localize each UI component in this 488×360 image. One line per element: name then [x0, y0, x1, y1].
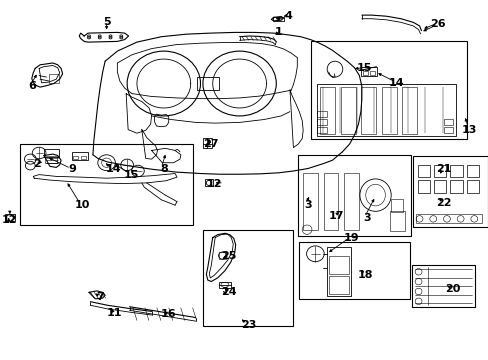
Bar [389, 211, 404, 231]
Text: 22: 22 [435, 198, 451, 208]
Bar [326, 247, 350, 296]
Bar [362, 71, 367, 75]
Text: 15: 15 [356, 63, 371, 73]
Bar [320, 87, 334, 134]
Text: 5: 5 [102, 17, 110, 27]
Bar [402, 87, 416, 134]
Text: 23: 23 [240, 320, 256, 330]
Bar [45, 156, 57, 163]
Bar [412, 156, 487, 227]
Bar [411, 265, 474, 307]
Bar [415, 214, 481, 223]
Bar [298, 155, 410, 236]
Bar [328, 256, 348, 274]
Text: 12: 12 [2, 215, 18, 225]
Bar [316, 84, 455, 136]
Bar [449, 165, 462, 177]
Text: 16: 16 [161, 309, 176, 319]
Text: 4: 4 [284, 11, 292, 21]
Bar [205, 179, 212, 186]
Text: 9: 9 [68, 164, 76, 174]
Text: 8: 8 [160, 164, 167, 174]
Bar [310, 41, 466, 139]
Text: 19: 19 [343, 233, 358, 243]
Bar [197, 77, 219, 90]
Text: 13: 13 [461, 125, 476, 135]
Bar [5, 214, 15, 221]
Bar [72, 152, 88, 160]
Bar [20, 144, 193, 225]
Bar [390, 199, 403, 212]
Bar [44, 149, 59, 157]
Bar [49, 74, 59, 83]
Bar [466, 165, 478, 177]
Bar [369, 71, 374, 75]
Text: 24: 24 [221, 287, 236, 297]
Bar [299, 242, 409, 299]
Bar [466, 180, 478, 193]
Bar [316, 111, 326, 117]
Bar [443, 127, 452, 133]
Bar [381, 87, 396, 134]
Text: 25: 25 [221, 251, 236, 261]
Text: 7: 7 [96, 292, 104, 302]
Text: 3: 3 [362, 213, 370, 223]
Bar [323, 173, 338, 230]
Bar [316, 127, 326, 133]
Text: 6: 6 [28, 81, 36, 91]
Bar [219, 282, 230, 288]
Bar [360, 67, 376, 76]
Bar [417, 180, 429, 193]
Bar [73, 156, 78, 159]
Text: 27: 27 [203, 139, 219, 149]
Bar [433, 180, 446, 193]
Bar [328, 276, 348, 294]
Text: 17: 17 [328, 211, 344, 221]
Text: 15: 15 [123, 170, 139, 180]
Text: 11: 11 [107, 308, 122, 318]
Bar [203, 230, 293, 326]
Text: 2: 2 [33, 159, 41, 169]
Bar [417, 165, 429, 177]
Bar [203, 138, 211, 148]
Text: 14: 14 [105, 164, 121, 174]
Text: 3: 3 [304, 200, 311, 210]
Bar [361, 87, 375, 134]
Text: 10: 10 [74, 200, 90, 210]
Text: 26: 26 [429, 19, 445, 30]
Bar [316, 119, 326, 125]
Text: 1: 1 [274, 27, 282, 37]
Bar [303, 173, 317, 230]
Bar [272, 17, 283, 21]
Bar [81, 156, 85, 159]
Bar [340, 87, 355, 134]
Bar [344, 173, 358, 230]
Text: 21: 21 [435, 164, 451, 174]
Bar [219, 252, 226, 259]
Bar [449, 180, 462, 193]
Text: 20: 20 [444, 284, 459, 294]
Bar [443, 119, 452, 125]
Bar [433, 165, 446, 177]
Text: 18: 18 [357, 270, 373, 280]
Text: 12: 12 [206, 179, 222, 189]
Text: 14: 14 [387, 78, 403, 88]
